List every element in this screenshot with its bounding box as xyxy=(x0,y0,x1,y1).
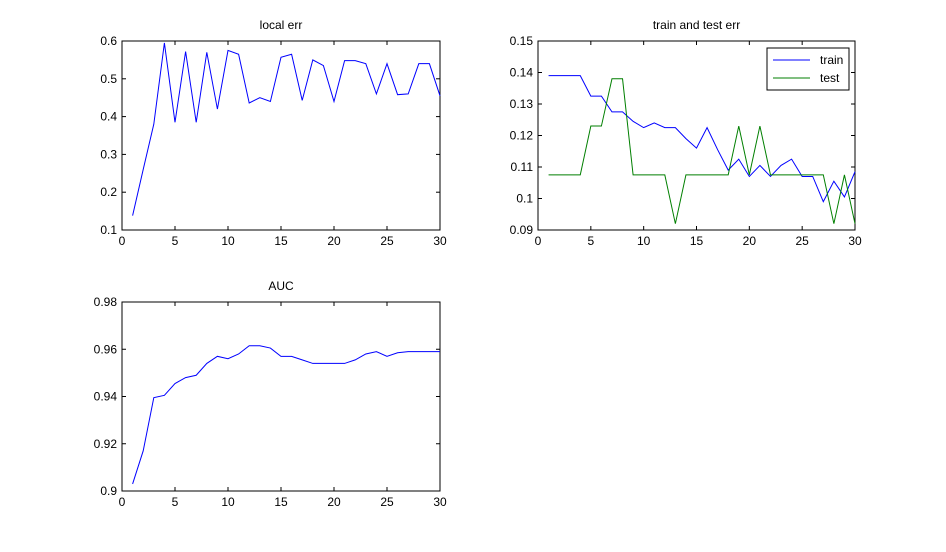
subplot-auc: AUC 0 5 10 15 20 25 30 0.9 0.92 0.94 0.96 0.98 xyxy=(94,279,447,509)
y-tick-label: 0.1 xyxy=(100,223,117,237)
y-tick-label: 0.1 xyxy=(516,192,533,206)
series-line-series-0 xyxy=(132,345,440,485)
y-tick-label: 0.13 xyxy=(510,97,534,111)
x-tick-label: 15 xyxy=(690,234,704,248)
y-tick-label: 0.92 xyxy=(94,437,118,451)
y-tick-label: 0.96 xyxy=(94,342,118,356)
legend: train test xyxy=(766,47,850,91)
y-tick-label: 0.11 xyxy=(511,160,534,174)
y-tick-label: 0.4 xyxy=(100,110,117,124)
y-tick-label: 0.14 xyxy=(510,66,534,80)
chart-title: AUC xyxy=(268,279,294,293)
y-tick-label: 0.15 xyxy=(510,34,534,48)
series-line-test xyxy=(548,78,856,224)
x-tick-label: 15 xyxy=(274,495,288,509)
y-tick-label: 0.98 xyxy=(94,295,118,309)
x-tick-label: 5 xyxy=(587,234,594,248)
x-tick-label: 5 xyxy=(172,495,179,509)
x-tick-label: 0 xyxy=(119,234,126,248)
x-tick-label: 0 xyxy=(119,495,126,509)
subplot-train-and-test-err: train and test err 0 5 10 15 20 25 30 0.09 0.1 0.… xyxy=(510,18,862,248)
x-tick-label: 20 xyxy=(327,495,341,509)
x-tick-label: 30 xyxy=(433,234,447,248)
x-tick-label: 25 xyxy=(795,234,809,248)
y-tick-label: 0.5 xyxy=(100,72,117,86)
x-tick-label: 10 xyxy=(637,234,651,248)
series-line-train xyxy=(548,75,856,203)
y-tick-label: 0.3 xyxy=(100,147,117,161)
x-tick-label: 20 xyxy=(743,234,757,248)
x-tick-label: 15 xyxy=(274,234,288,248)
x-tick-label: 10 xyxy=(221,234,235,248)
y-tick-label: 0.6 xyxy=(100,34,117,48)
chart-title: local err xyxy=(260,18,303,32)
chart-title: train and test err xyxy=(653,18,740,32)
x-tick-label: 0 xyxy=(535,234,542,248)
legend-box xyxy=(766,47,850,91)
x-tick-label: 30 xyxy=(848,234,862,248)
y-tick-label: 0.2 xyxy=(100,185,117,199)
x-tick-label: 10 xyxy=(221,495,235,509)
axes-box xyxy=(121,40,441,231)
y-tick-label: 0.09 xyxy=(510,223,534,237)
x-tick-label: 5 xyxy=(172,234,179,248)
y-tick-label: 0.94 xyxy=(94,390,118,404)
x-tick-label: 25 xyxy=(380,495,394,509)
axes-box xyxy=(121,301,441,492)
x-tick-label: 25 xyxy=(380,234,394,248)
x-tick-label: 20 xyxy=(327,234,341,248)
subplot-local-err: local err 0 5 10 15 20 25 30 0.1 0.2 0.3 0.4 0.5 0.6 xyxy=(100,18,447,248)
y-tick-label: 0.9 xyxy=(100,484,117,498)
legend-test-label: test xyxy=(820,71,840,85)
series-line-series-0 xyxy=(132,42,441,216)
legend-train-label: train xyxy=(820,53,843,67)
x-tick-label: 30 xyxy=(433,495,447,509)
y-tick-label: 0.12 xyxy=(510,129,534,143)
